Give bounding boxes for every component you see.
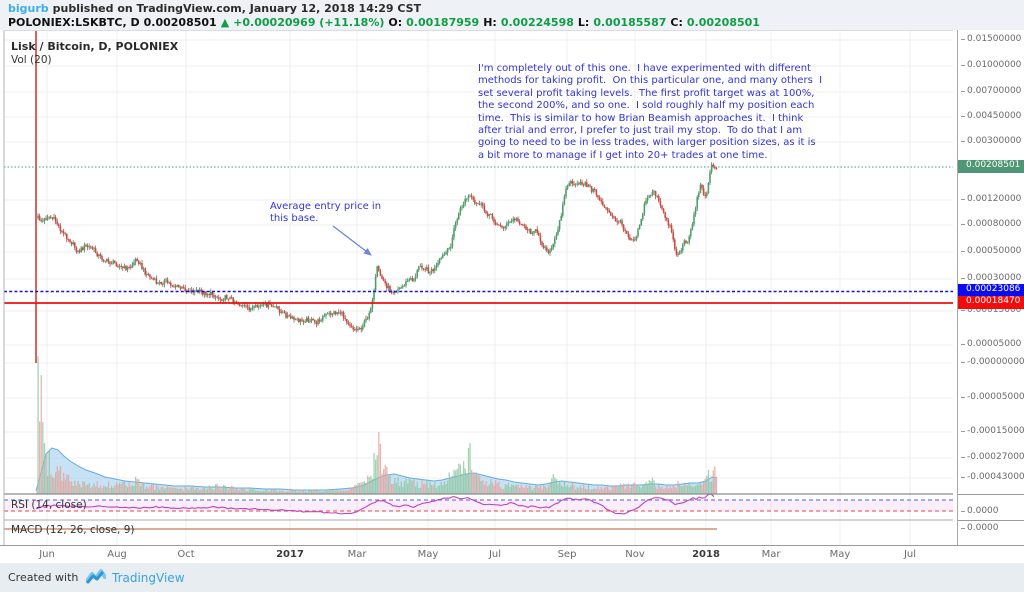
low-value: 0.00185587 (593, 16, 667, 29)
volume-ma-area (35, 447, 718, 494)
change-text: +0.00020969 (+11.18%) (233, 16, 385, 29)
horizontal-price-lines (4, 166, 953, 304)
indicator-panes (4, 499, 953, 530)
rsi-line (35, 493, 715, 515)
macd-indicator-label[interactable]: MACD (12, 26, close, 9) (11, 524, 135, 536)
price-tick-label: -0.00043000 (961, 472, 1024, 482)
candles (35, 30, 718, 363)
entry-arrow (332, 225, 372, 256)
time-tick-label: Nov (625, 549, 645, 560)
time-tick-label: Jun (39, 549, 55, 560)
symbol-text: POLONIEX:LSKBTC, D (8, 16, 140, 29)
time-tick-label: May (417, 549, 439, 560)
time-tick-label: 2017 (276, 549, 304, 560)
price-tick-label: 0.00005000 (960, 339, 1022, 349)
time-tick-label: Sep (557, 549, 577, 560)
price-tick-label: 0.00120000 (960, 194, 1022, 204)
up-arrow-icon: ▲ (220, 16, 230, 29)
footer-bar: Created with TradingView (0, 563, 1024, 592)
price-tick-label: 0.00030000 (960, 273, 1022, 283)
published-text: published on TradingView.com, January 12… (52, 2, 422, 15)
volume-indicator-label[interactable]: Vol (20) (11, 54, 52, 66)
tradingview-brand-link[interactable]: TradingView (112, 571, 185, 585)
high-label: H: (483, 16, 497, 29)
time-tick-label: Jul (903, 549, 917, 560)
high-value: 0.00224598 (500, 16, 574, 29)
price-tick-label: 0.00300000 (960, 136, 1022, 146)
price-axis[interactable]: 0.01500000 0.01000000 0.00700000 0.00450000… (957, 30, 1024, 563)
last-price: 0.00208501 (143, 16, 217, 29)
symbol-ohlc-line: POLONIEX:LSKBTC, D 0.00208501 ▲ +0.00020969… (8, 16, 764, 29)
price-tick-label: 0.01500000 (960, 34, 1022, 44)
price-tick-label: -0.00027000 (961, 452, 1024, 462)
price-tick-label: 0.00050000 (960, 246, 1022, 256)
pane-divider (958, 520, 1024, 521)
author-link[interactable]: bigurb (8, 2, 49, 15)
price-tick-label: 0.00700000 (960, 86, 1022, 96)
rsi-indicator-label[interactable]: RSI (14, close) (11, 499, 87, 511)
open-label: O: (388, 16, 403, 29)
time-tick-label: Mar (761, 549, 781, 560)
entry-price-annotation[interactable]: Average entry price in this base. (270, 201, 382, 225)
price-tick-label: 0.0000 (961, 523, 999, 533)
header-bar: bigurb published on TradingView.com, Janu… (0, 0, 1024, 30)
last-price-badge: 0.00208501 (958, 160, 1024, 173)
created-with-text: Created with (8, 571, 79, 584)
tradingview-logo-icon[interactable] (86, 569, 106, 585)
time-tick-label: Oct (177, 549, 195, 560)
price-tick-label: 0.0000 (961, 506, 999, 516)
price-tick-label: 0.00015000 (960, 305, 1022, 315)
time-axis[interactable]: Jun Aug Oct 2017 Mar May Jul Sep Nov 2018 Mar May Ju… (0, 545, 1024, 563)
price-tick-label: 0.00450000 (960, 111, 1022, 121)
red-line-price-badge: 0.00018470 (958, 296, 1024, 309)
time-tick-label: May (829, 549, 851, 560)
grid-lines (4, 30, 953, 545)
chart-title[interactable]: Lisk / Bitcoin, D, POLONIEX (11, 40, 179, 53)
close-value: 0.00208501 (686, 16, 760, 29)
price-tick-label: 0.01000000 (960, 60, 1022, 70)
time-tick-label: Aug (107, 549, 127, 560)
time-tick-label: Jul (488, 549, 502, 560)
price-tick-label: -0.00015000 (961, 426, 1024, 436)
blue-line-price-badge: 0.00023086 (958, 284, 1024, 297)
pane-divider (958, 494, 1024, 495)
price-tick-label: 0.00080000 (960, 219, 1022, 229)
trade-plan-annotation[interactable]: I'm completely out of this one. I have e… (478, 63, 826, 161)
low-label: L: (577, 16, 590, 29)
published-line: bigurb published on TradingView.com, Janu… (8, 2, 421, 15)
price-tick-label: -0.00000000 (961, 357, 1024, 367)
open-value: 0.00187959 (406, 16, 480, 29)
close-label: C: (670, 16, 683, 29)
time-tick-label: Mar (347, 549, 367, 560)
volume-bars (37, 356, 718, 494)
pane-dividers (3, 30, 953, 545)
price-tick-label: -0.00005000 (961, 392, 1024, 402)
chart-area: Lisk / Bitcoin, D, POLONIEX Vol (20) RSI… (0, 30, 1024, 563)
price-chart-canvas[interactable] (0, 30, 957, 546)
time-tick-label: 2018 (692, 549, 720, 560)
